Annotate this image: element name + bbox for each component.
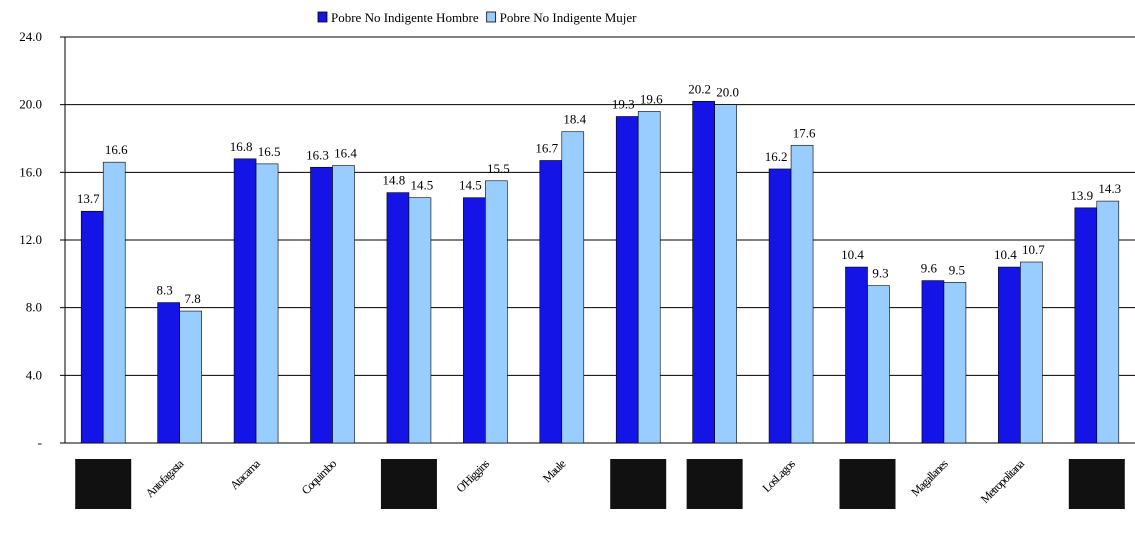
bar — [715, 105, 737, 443]
y-tick-label: 8.0 — [26, 300, 42, 315]
bar — [1097, 201, 1119, 443]
chart: - 4.0 8.0 12.0 16.0 20.0 24.0 Pobre No Indigent… — [0, 0, 1135, 533]
y-tick-label: 4.0 — [26, 367, 42, 382]
value-label: 9.6 — [921, 261, 938, 276]
category-image — [840, 459, 896, 509]
value-label: 20.0 — [716, 85, 739, 100]
bar — [234, 159, 256, 443]
bar — [180, 311, 202, 443]
legend-swatch — [487, 12, 496, 22]
value-label: 16.4 — [334, 146, 357, 161]
category-image — [381, 459, 437, 509]
bar — [998, 267, 1020, 443]
y-tick-label: - — [38, 435, 42, 450]
category-image — [687, 459, 743, 509]
value-label: 17.6 — [793, 125, 816, 140]
x-tick-label: Maule — [540, 457, 569, 486]
bar — [158, 303, 180, 443]
value-label: 20.2 — [688, 81, 711, 96]
value-label: 16.2 — [765, 149, 788, 164]
value-label: 14.3 — [1098, 181, 1121, 196]
bar — [562, 132, 584, 443]
value-label: 16.8 — [230, 139, 253, 154]
value-label: 19.6 — [640, 91, 663, 106]
y-tick-label: 24.0 — [19, 29, 42, 44]
bar — [616, 117, 638, 443]
y-tick-label: 20.0 — [19, 97, 42, 112]
bar — [387, 193, 409, 443]
bar — [638, 111, 660, 443]
x-tick-label: Antofagasta — [143, 456, 187, 500]
bar — [791, 145, 813, 443]
value-label: 10.4 — [994, 247, 1017, 262]
bar — [868, 286, 890, 443]
y-tick-label: 12.0 — [19, 232, 42, 247]
x-tick-label: LosLagos — [759, 456, 798, 495]
value-label: 15.5 — [487, 161, 510, 176]
bar — [103, 162, 125, 443]
bar — [409, 198, 431, 443]
value-label: 14.8 — [383, 173, 406, 188]
category-image — [75, 459, 131, 509]
y-tick-label: 16.0 — [19, 164, 42, 179]
bar — [256, 164, 278, 443]
bar — [846, 267, 868, 443]
value-label: 10.7 — [1022, 242, 1045, 257]
value-label: 7.8 — [185, 291, 201, 306]
bar — [922, 281, 944, 443]
bar — [485, 181, 507, 443]
x-tick-label: Atacama — [227, 456, 263, 492]
bar — [81, 211, 103, 443]
value-label: 18.4 — [563, 112, 586, 127]
value-label: 10.4 — [841, 247, 864, 262]
bar — [540, 160, 562, 443]
x-tick-label: Metropolitana — [978, 456, 1028, 506]
value-label: 16.5 — [258, 144, 281, 159]
value-label: 16.3 — [306, 147, 329, 162]
value-label: 16.6 — [105, 142, 128, 157]
bar — [311, 167, 333, 443]
bar — [693, 101, 715, 443]
value-label: 19.3 — [612, 97, 635, 112]
bar — [1075, 208, 1097, 443]
bar — [463, 198, 485, 443]
legend-label: Pobre No Indigente Mujer — [500, 10, 638, 25]
category-image — [610, 459, 666, 509]
x-tick-label: O'Higgins — [453, 456, 492, 495]
value-label: 13.9 — [1070, 188, 1093, 203]
bar — [944, 282, 966, 443]
value-label: 14.5 — [459, 178, 482, 193]
value-label: 14.5 — [411, 178, 434, 193]
value-label: 13.7 — [77, 191, 100, 206]
value-label: 16.7 — [535, 140, 558, 155]
x-tick-label: Magallanes — [908, 456, 951, 499]
bar — [333, 166, 355, 443]
value-label: 8.3 — [157, 283, 173, 298]
value-label: 9.3 — [872, 266, 888, 281]
value-label: 9.5 — [949, 262, 965, 277]
bar — [769, 169, 791, 443]
x-tick-label: Coquimbo — [299, 457, 340, 498]
legend-label: Pobre No Indigente Hombre — [331, 10, 479, 25]
bar — [1020, 262, 1042, 443]
legend-swatch — [318, 12, 327, 22]
category-image — [1069, 459, 1125, 509]
